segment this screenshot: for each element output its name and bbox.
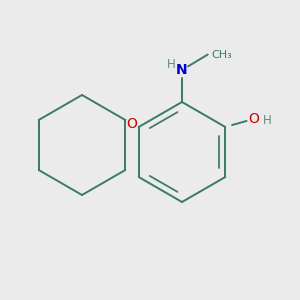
Text: O: O bbox=[248, 112, 259, 126]
Text: H: H bbox=[263, 115, 272, 128]
Text: H: H bbox=[167, 58, 176, 71]
Text: O: O bbox=[127, 116, 137, 130]
Text: N: N bbox=[176, 63, 188, 77]
Text: CH₃: CH₃ bbox=[212, 50, 232, 60]
